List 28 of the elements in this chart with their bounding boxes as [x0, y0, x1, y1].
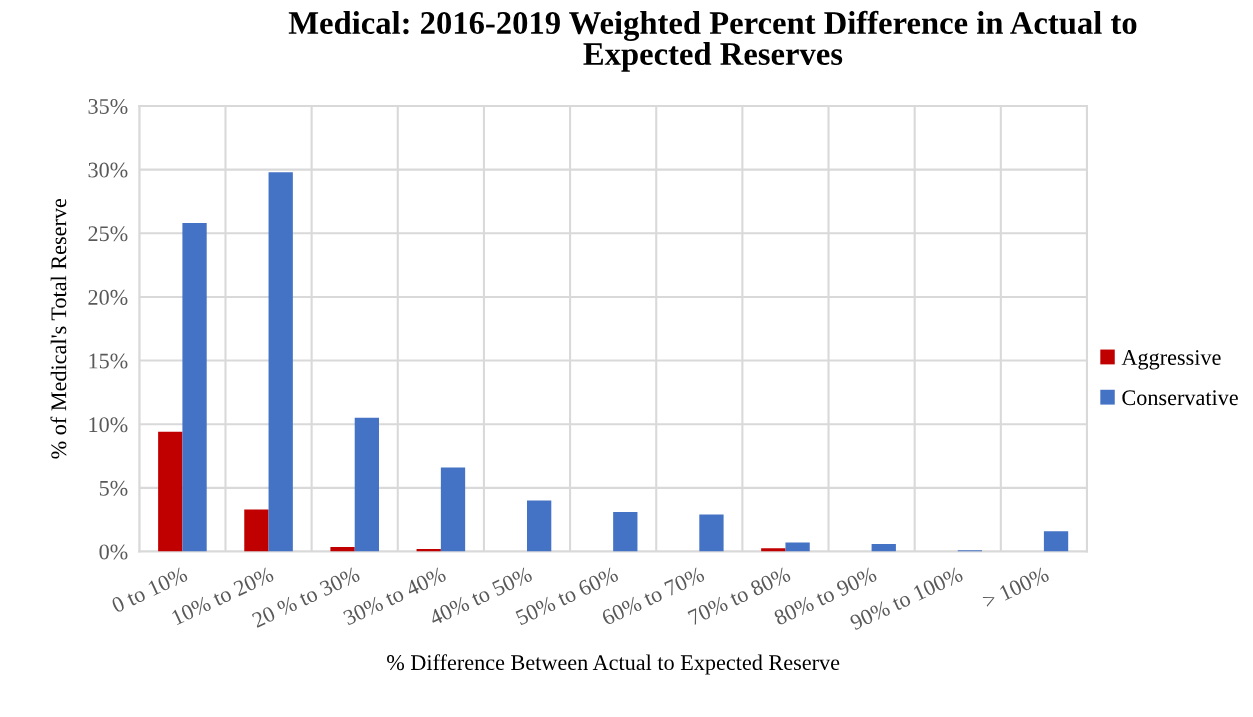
y-tick-label: 30% [88, 162, 128, 178]
bar [613, 512, 638, 552]
bar [1043, 531, 1069, 552]
bar [182, 223, 207, 552]
bar [761, 548, 786, 552]
y-tick-label: 10% [89, 417, 128, 433]
chart-title: Medical: 2016-2019 Weighted Percent Difference in Actual to Expected Reserves [288, 10, 1137, 72]
bar [440, 467, 466, 552]
x-tick-label: > 100% [981, 566, 1050, 609]
bar [244, 509, 269, 552]
bar [699, 514, 724, 552]
y-tick-label: 20% [88, 289, 128, 305]
legend-label: Conservative [1122, 390, 1238, 406]
y-tick-label: 25% [88, 226, 128, 242]
bar [527, 500, 552, 552]
bar [330, 547, 355, 552]
bar [268, 172, 293, 552]
y-axis-title: % of Medical's Total Reserve [50, 198, 67, 459]
y-tick-label: 5% [99, 480, 128, 496]
y-tick-label: 35% [88, 98, 128, 114]
y-tick-label: 0% [99, 544, 128, 560]
bar [871, 543, 896, 552]
y-tick-label: 15% [89, 353, 128, 369]
bar [354, 417, 379, 552]
x-axis-title: % Difference Between Actual to Expected Reserve [387, 654, 840, 675]
legend-label: Aggressive [1121, 350, 1221, 370]
bar [785, 542, 810, 552]
bar [158, 431, 183, 552]
